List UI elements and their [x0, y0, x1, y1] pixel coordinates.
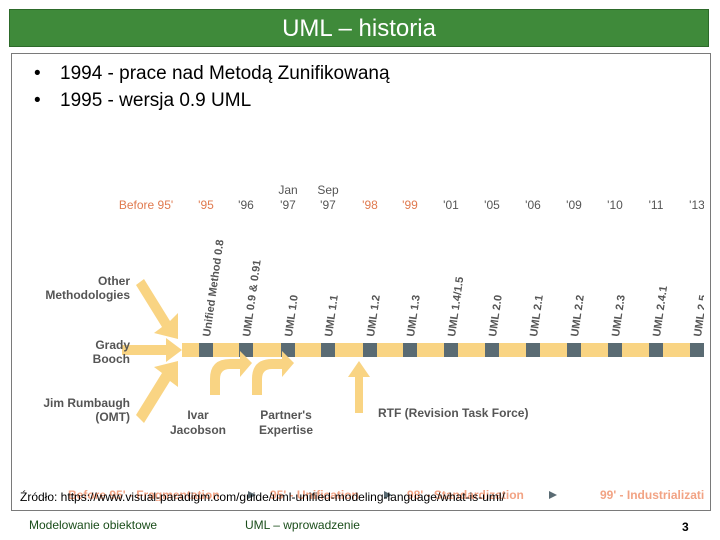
- version-marker: [321, 343, 335, 357]
- phase-label: 99' - Industrialization: [600, 488, 704, 501]
- year-label: '01: [443, 198, 459, 212]
- phase-label: 95' - Unification: [270, 488, 359, 501]
- bullet-item: 1995 - wersja 0.9 UML: [32, 87, 390, 114]
- version-label: UML 2.2: [569, 294, 587, 337]
- source-citation: Źródło: https://www.visual-paradigm.com/…: [20, 490, 505, 504]
- year-label: '97: [280, 198, 296, 212]
- version-label: UML 1.0: [283, 294, 301, 337]
- footer-topic: UML – wprowadzenie: [245, 518, 360, 532]
- version-label: UML 2.1: [528, 294, 546, 337]
- source-method-label: Other: [98, 274, 130, 288]
- year-label: '98: [362, 198, 378, 212]
- source-method-label: Methodologies: [45, 288, 130, 302]
- arrow-other-methodologies: [136, 279, 178, 339]
- version-label: UML 2.4.1: [651, 285, 670, 337]
- contributor-label: Jacobson: [170, 423, 226, 437]
- phase-separator-icon: [384, 491, 392, 499]
- page-number: 3: [682, 520, 689, 534]
- year-label: '10: [607, 198, 623, 212]
- year-label: '06: [525, 198, 541, 212]
- version-marker: [526, 343, 540, 357]
- source-method-label: Grady: [95, 338, 130, 352]
- contributor-label: Partner's: [260, 408, 312, 422]
- year-label: '09: [566, 198, 582, 212]
- phase-separator-icon: [248, 491, 256, 499]
- source-method-label: Booch: [93, 352, 130, 366]
- title-bar: UML – historia: [9, 9, 709, 47]
- version-label: UML 1.3: [405, 294, 423, 337]
- version-marker: [690, 343, 704, 357]
- version-label: UML 1.2: [365, 294, 383, 337]
- year-label: '97: [320, 198, 336, 212]
- timeline-band: [182, 343, 702, 357]
- arrow-booch: [122, 338, 182, 362]
- year-label: Jan: [278, 183, 297, 197]
- year-label: '95: [198, 198, 214, 212]
- version-label: Unified Method 0.8: [201, 239, 226, 337]
- uml-history-timeline: Before 95' '95'96Jan'97Sep'97'98'99'01'05…: [43, 183, 704, 501]
- source-method-label: (OMT): [95, 410, 130, 424]
- arrow-partners-expertise: [252, 351, 294, 395]
- phase-label: 98' - Standardization: [407, 488, 524, 501]
- version-label: UML 0.9 & 0.91: [241, 259, 264, 337]
- phase-separator-icon: [549, 491, 557, 499]
- year-label: '99: [402, 198, 418, 212]
- arrow-jacobson: [210, 351, 252, 395]
- year-label: Sep: [317, 183, 339, 197]
- version-marker: [608, 343, 622, 357]
- version-marker: [649, 343, 663, 357]
- version-label: UML 1.1: [323, 294, 341, 337]
- version-label: UML 2.3: [610, 294, 628, 337]
- year-label: '13: [689, 198, 704, 212]
- version-marker: [567, 343, 581, 357]
- content-box: 1994 - prace nad Metodą Zunifikowaną 199…: [11, 53, 711, 511]
- version-label: UML 2.0: [487, 294, 505, 337]
- version-marker: [199, 343, 213, 357]
- year-label: Before 95': [119, 198, 173, 212]
- contributor-label: Ivar: [187, 408, 209, 422]
- year-label: '05: [484, 198, 500, 212]
- bullet-item: 1994 - prace nad Metodą Zunifikowaną: [32, 60, 390, 87]
- bullet-list: 1994 - prace nad Metodą Zunifikowaną 199…: [32, 60, 390, 114]
- source-method-label: Jim Rumbaugh: [43, 396, 130, 410]
- version-marker: [485, 343, 499, 357]
- year-label: '96: [238, 198, 254, 212]
- year-label: '11: [649, 198, 664, 212]
- version-label: UML 2.5: [692, 294, 704, 337]
- rtf-label: RTF (Revision Task Force): [378, 406, 528, 420]
- version-marker: [363, 343, 377, 357]
- phase-label: Before 95' - Fragmentation: [68, 488, 220, 501]
- contributor-label: Expertise: [259, 423, 313, 437]
- arrow-rtf: [348, 361, 370, 413]
- footer-course: Modelowanie obiektowe: [29, 518, 158, 532]
- version-marker: [403, 343, 417, 357]
- version-marker: [444, 343, 458, 357]
- version-label: UML 1.4/1.5: [446, 276, 466, 337]
- slide-title: UML – historia: [282, 15, 436, 42]
- arrow-rumbaugh: [136, 361, 178, 423]
